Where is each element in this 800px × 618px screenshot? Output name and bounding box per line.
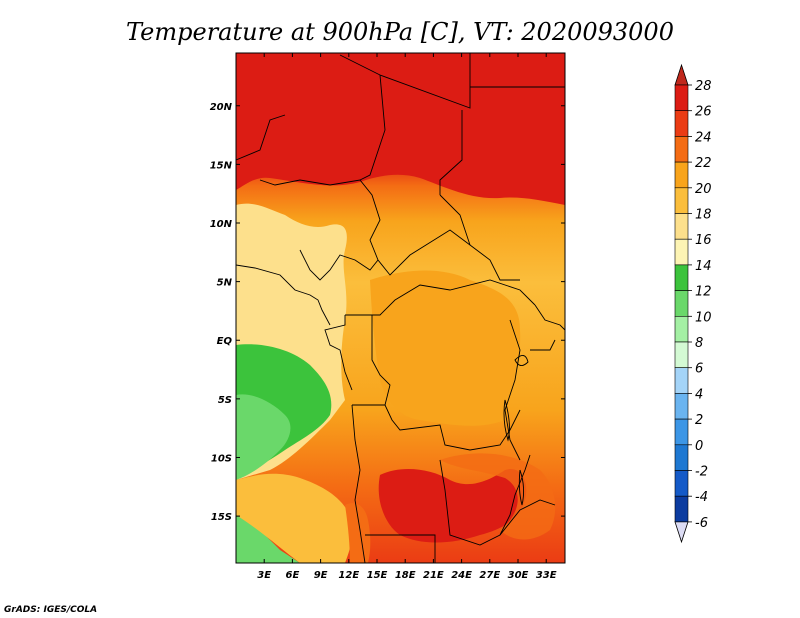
colorbar-segment [674, 444, 689, 471]
colorbar-segment [674, 470, 689, 497]
colorbar-segment [674, 110, 689, 137]
y-tick-label: 20N [210, 102, 233, 113]
colorbar-label: -2 [695, 465, 708, 480]
colorbar-label: 2 [695, 413, 703, 428]
colorbar-label: 24 [695, 130, 712, 145]
country-borders [236, 53, 565, 563]
border-line [530, 339, 556, 351]
colorbar-segment [674, 238, 689, 266]
colorbar-segment [674, 495, 689, 523]
x-tick-label: 27E [479, 570, 500, 581]
temperature-map [236, 53, 565, 563]
y-tick-label: 15S [211, 512, 232, 523]
x-tick-label: 18E [395, 570, 416, 581]
colorbar-segment [674, 341, 689, 369]
x-tick-label: 33E [536, 570, 557, 581]
y-tick-label: 5N [217, 278, 233, 289]
border-line [365, 534, 436, 563]
x-tick-label: 3E [257, 570, 271, 581]
y-axis: 20N 15N 10N 5N EQ 5S 10S 15S [210, 102, 565, 523]
colorbar-segment [674, 161, 689, 189]
border-line [345, 279, 536, 316]
border-line [339, 53, 471, 109]
grads-credit: GrADS: IGES/COLA [4, 605, 97, 615]
colorbar-label: 16 [695, 233, 712, 248]
lake-outline [518, 469, 525, 506]
colorbar-label: 28 [695, 79, 712, 94]
colorbar-label: 14 [695, 259, 712, 274]
southern-warm-ring [440, 453, 556, 540]
colorbar-label: 4 [695, 387, 703, 402]
x-tick-label: 21E [423, 570, 444, 581]
border-line [534, 304, 565, 331]
lake-outline [514, 355, 529, 366]
coastline [236, 264, 331, 326]
chart-title: Temperature at 900hPa [C], VT: 202009300… [126, 18, 674, 46]
border-line [499, 454, 531, 536]
coastal-hot-strip [345, 503, 371, 563]
colorbar-segment [674, 315, 689, 343]
x-tick-label: 24E [451, 570, 472, 581]
border-line [324, 315, 353, 391]
x-tick-label: 15E [367, 570, 388, 581]
colorbar-label: 22 [695, 156, 712, 171]
southwest-warm-wedge [236, 473, 353, 563]
border-line [371, 315, 391, 406]
map-frame [235, 52, 566, 564]
border-line [236, 114, 286, 161]
colorbar-segment [674, 213, 689, 240]
colorbar-label: 18 [695, 208, 712, 223]
x-tick-label: 30E [508, 570, 529, 581]
southern-hot-spot [378, 468, 527, 543]
y-tick-label: EQ [217, 336, 233, 347]
colorbar-segment [674, 418, 689, 446]
colorbar-label: 20 [695, 182, 712, 197]
colorbar-label: -4 [695, 490, 708, 505]
x-tick-label: 9E [314, 570, 328, 581]
colorbar-label: 10 [695, 310, 712, 325]
y-tick-label: 15N [210, 160, 233, 171]
colorbar-label: 6 [695, 362, 703, 377]
colorbar-segment [674, 290, 689, 317]
lake-outline [503, 399, 510, 442]
colorbar-over-triangle [674, 63, 689, 86]
border-line [439, 194, 471, 246]
y-tick-label: 5S [218, 395, 232, 406]
border-line [299, 249, 379, 281]
congo-basin-zone [370, 270, 521, 426]
colorbar-label: 8 [695, 336, 703, 351]
colorbar-under-triangle [674, 521, 689, 544]
colorbar-label: 12 [695, 285, 712, 300]
y-tick-label: 10S [211, 453, 232, 464]
x-axis: 3E 6E 9E 12E 15E 18E 21E 24E 27E 30E 33E [257, 53, 557, 581]
colorbar-segment [674, 187, 689, 214]
colorbar-segment [674, 84, 689, 112]
colorbar-label: -6 [695, 516, 708, 531]
colorbar-segment [674, 393, 689, 420]
colorbar-label: 26 [695, 105, 712, 120]
north-hot-band [236, 53, 565, 205]
border-line [352, 404, 521, 451]
border-line [259, 179, 520, 281]
border-line [359, 74, 386, 181]
border-line [504, 319, 521, 461]
colorbar-segment [674, 264, 689, 291]
atlantic-cooler-zone [236, 394, 291, 480]
border-line [351, 404, 366, 563]
y-tick-label: 10N [210, 219, 233, 230]
border-line [439, 110, 463, 195]
colorbar-segment [674, 367, 689, 394]
x-tick-label: 12E [338, 570, 359, 581]
colorbar-segment [674, 136, 689, 163]
x-tick-label: 6E [286, 570, 300, 581]
colorbar-label: 0 [695, 439, 703, 454]
border-line [439, 459, 556, 546]
